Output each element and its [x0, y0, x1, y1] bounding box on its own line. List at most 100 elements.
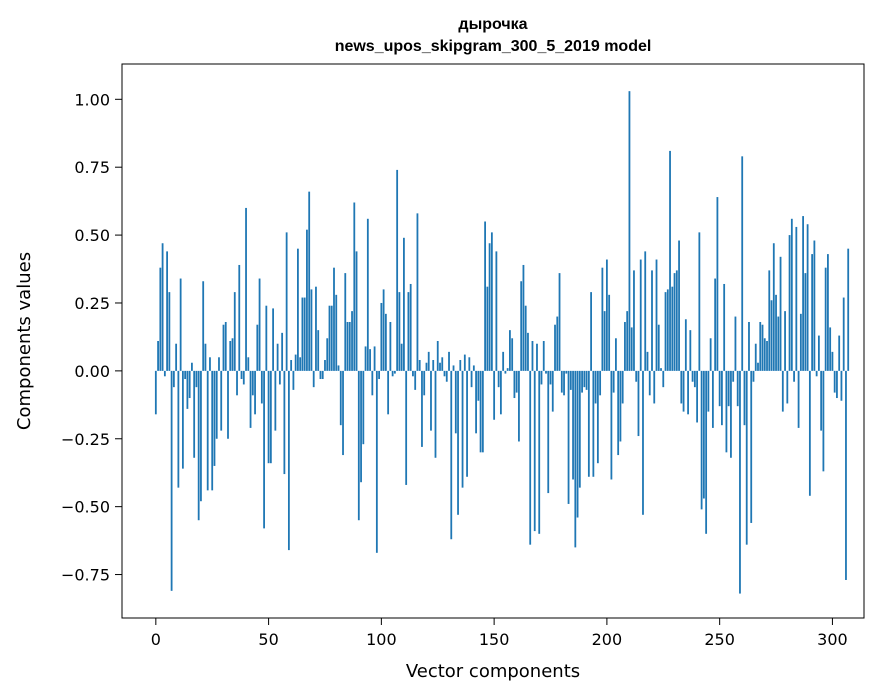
bar — [398, 292, 401, 371]
bar — [249, 370, 252, 428]
bar — [682, 370, 685, 412]
bar — [290, 360, 293, 371]
bar — [220, 370, 223, 431]
bar — [193, 370, 196, 458]
bar — [673, 273, 676, 371]
bar — [439, 362, 441, 371]
bar — [757, 362, 759, 371]
bar — [608, 294, 611, 371]
bar — [590, 292, 592, 371]
bar — [172, 370, 175, 388]
bar — [218, 357, 220, 371]
bar — [610, 370, 613, 480]
y-tick-label: 0.25 — [74, 294, 110, 313]
bar — [238, 264, 241, 371]
bar — [513, 370, 516, 399]
x-tick-label: 100 — [366, 630, 397, 649]
bar — [335, 294, 338, 371]
bar — [445, 370, 448, 382]
bar — [605, 259, 608, 371]
bar — [515, 370, 518, 393]
bar — [278, 370, 281, 385]
bar — [319, 370, 322, 380]
bar — [236, 370, 238, 396]
bar — [287, 370, 290, 551]
bar — [418, 360, 421, 371]
bar — [675, 270, 678, 371]
bar — [407, 292, 410, 371]
bar — [709, 338, 712, 371]
x-tick-label: 300 — [817, 630, 848, 649]
bar — [648, 370, 651, 396]
bar — [777, 316, 780, 371]
bar — [443, 370, 446, 377]
bar — [691, 370, 694, 382]
bar — [829, 327, 832, 371]
bar — [721, 370, 723, 426]
bar — [414, 370, 417, 390]
bar — [795, 226, 798, 371]
bar — [353, 202, 356, 371]
bar — [601, 267, 604, 371]
bar — [817, 335, 820, 371]
bar — [793, 370, 795, 382]
bar — [463, 354, 466, 371]
bar — [488, 243, 491, 371]
bar — [251, 370, 254, 396]
bar — [748, 321, 750, 371]
bar — [486, 286, 489, 371]
bar — [775, 294, 777, 371]
bar — [493, 370, 496, 420]
bar — [763, 338, 766, 371]
bar — [567, 370, 570, 504]
bar — [576, 370, 579, 518]
bar — [592, 370, 595, 477]
bar — [267, 370, 270, 464]
bar — [299, 357, 302, 371]
bar — [285, 232, 288, 371]
bar — [224, 321, 227, 371]
bar — [297, 248, 299, 371]
bar — [741, 156, 744, 371]
bar — [373, 346, 376, 371]
bar — [269, 370, 272, 464]
bar — [522, 264, 525, 371]
bar — [655, 259, 658, 371]
bar — [527, 332, 529, 371]
bar — [240, 370, 243, 380]
bar — [423, 370, 426, 396]
bar — [312, 370, 315, 388]
bar — [583, 370, 586, 388]
bar — [768, 270, 771, 371]
bar — [766, 341, 768, 371]
bar — [497, 370, 500, 388]
bar — [427, 351, 430, 371]
bar — [538, 370, 541, 534]
bar — [506, 368, 509, 371]
bars — [154, 91, 850, 594]
bar — [254, 370, 256, 415]
bar — [459, 360, 462, 371]
bar — [752, 370, 755, 382]
bar — [761, 324, 764, 371]
bar — [808, 370, 811, 496]
bar — [403, 237, 405, 371]
bar — [730, 370, 732, 458]
bar — [393, 370, 396, 374]
bar — [499, 370, 502, 415]
bar — [260, 370, 263, 404]
bar — [184, 370, 187, 380]
bar — [396, 169, 399, 371]
bar — [326, 338, 329, 371]
bar — [294, 354, 297, 371]
bar — [200, 370, 202, 502]
x-tick-label: 250 — [704, 630, 735, 649]
bar — [707, 370, 710, 412]
bar — [644, 251, 647, 371]
bar — [533, 370, 536, 532]
bar — [369, 349, 371, 371]
bar — [572, 370, 574, 480]
bar — [283, 370, 286, 475]
bar — [542, 341, 545, 371]
bar — [696, 370, 698, 423]
